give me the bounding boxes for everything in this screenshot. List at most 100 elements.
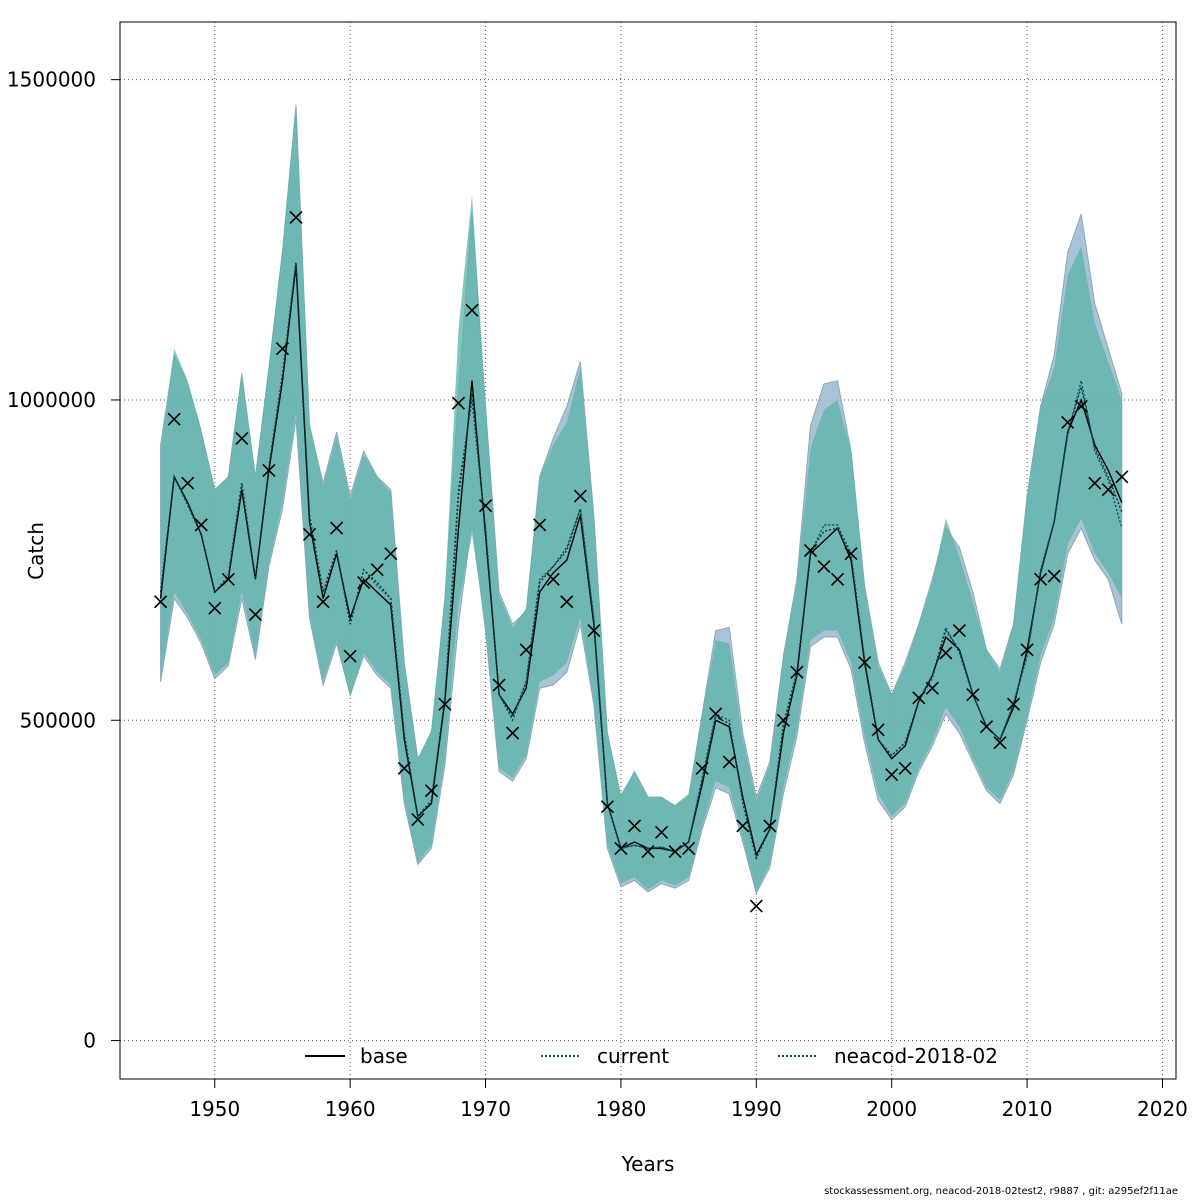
observed-point [262, 463, 276, 477]
observed-point [1101, 483, 1115, 497]
observed-point [830, 572, 845, 586]
observed-point [749, 899, 763, 913]
observed-point [1020, 643, 1034, 657]
observed-point [614, 841, 628, 855]
observed-point [208, 601, 222, 615]
observed-point [167, 412, 181, 426]
band-current [160, 102, 1122, 892]
observed-point [248, 607, 262, 622]
observed-point [1074, 399, 1088, 413]
observed-point [343, 649, 357, 663]
y-tick-label: 1000000 [7, 388, 96, 412]
observed-point [817, 559, 831, 574]
observed-point [560, 595, 574, 609]
legend-label-base: base [360, 1044, 408, 1068]
observed-point [302, 527, 317, 542]
observed-point [641, 845, 655, 859]
observed-point [939, 646, 953, 660]
x-tick-label: 1980 [595, 1097, 646, 1121]
observed-point [451, 396, 466, 410]
observed-point [275, 342, 290, 356]
observed-point [465, 303, 479, 317]
series-lines [159, 262, 1123, 861]
observed-point [858, 656, 872, 670]
x-tick-label: 2000 [866, 1097, 917, 1121]
legend: base current neacod-2018-02 [305, 1044, 998, 1068]
observed-point [506, 726, 520, 740]
observed-point [370, 563, 384, 577]
observed-point [1061, 415, 1075, 429]
observed-point [289, 210, 303, 224]
footer-credit: stockassessment.org, neacod-2018-02test2… [824, 1186, 1178, 1197]
observed-point [776, 713, 790, 727]
observed-point [600, 800, 614, 814]
y-axis: 0 500000 1000000 1500000 [7, 68, 121, 1053]
observed-markers [154, 210, 1129, 913]
y-tick-label: 500000 [20, 708, 96, 732]
observed-point [1006, 697, 1021, 711]
observed-point [424, 784, 438, 798]
x-tick-label: 2010 [1002, 1097, 1053, 1121]
observed-point [587, 624, 601, 638]
observed-point [411, 812, 425, 827]
observed-point [736, 819, 750, 833]
x-tick-label: 2020 [1137, 1097, 1188, 1121]
observed-point [316, 595, 330, 609]
observed-point [803, 543, 818, 558]
observed-point [627, 819, 642, 833]
observed-point [397, 761, 411, 775]
observed-point [654, 825, 669, 839]
observed-point [722, 755, 736, 769]
observed-point [1088, 476, 1102, 490]
observed-point [154, 595, 168, 609]
observed-point [993, 736, 1007, 750]
observed-point [357, 575, 371, 590]
observed-point [330, 521, 344, 535]
x-tick-label: 1960 [325, 1097, 376, 1121]
observed-point [573, 489, 587, 503]
y-tick-label: 1500000 [7, 68, 96, 92]
observed-point [1115, 470, 1129, 484]
observed-point [438, 697, 452, 711]
legend-label-neacod: neacod-2018-02 [834, 1044, 998, 1068]
observed-point [790, 665, 804, 679]
observed-point [912, 691, 926, 705]
observed-point [384, 547, 398, 561]
observed-point [709, 707, 723, 721]
observed-point [695, 761, 709, 775]
series-line-neacod [159, 262, 1123, 861]
observed-point [763, 819, 777, 833]
x-axis-label: Years [621, 1152, 675, 1176]
x-tick-label: 1970 [460, 1097, 511, 1121]
observed-point [925, 681, 939, 695]
series-line-base [159, 265, 1123, 857]
observed-point [492, 678, 506, 692]
x-tick-label: 1990 [731, 1097, 782, 1121]
observed-point [844, 547, 858, 561]
observed-point [885, 768, 899, 782]
observed-point [1047, 569, 1061, 583]
observed-point [478, 499, 493, 513]
observed-point [519, 643, 533, 657]
x-axis: 1950 1960 1970 1980 1990 2000 2010 2020 [189, 1078, 1188, 1121]
observed-point [979, 720, 994, 734]
observed-point [898, 761, 912, 775]
observed-point [871, 723, 885, 737]
observed-point [533, 518, 547, 532]
bands [160, 102, 1123, 895]
observed-point [221, 572, 235, 586]
observed-point [235, 431, 249, 445]
observed-point [966, 688, 980, 702]
y-tick-label: 0 [83, 1029, 96, 1053]
grid [120, 22, 1176, 1079]
observed-point [952, 624, 966, 638]
observed-point [181, 476, 195, 490]
x-tick-label: 1950 [189, 1097, 240, 1121]
observed-point [546, 572, 560, 586]
observed-point [682, 841, 696, 855]
observed-point [668, 845, 682, 859]
y-axis-label: Catch [24, 522, 48, 580]
plot-frame [119, 21, 1177, 1080]
observed-point [194, 518, 208, 532]
